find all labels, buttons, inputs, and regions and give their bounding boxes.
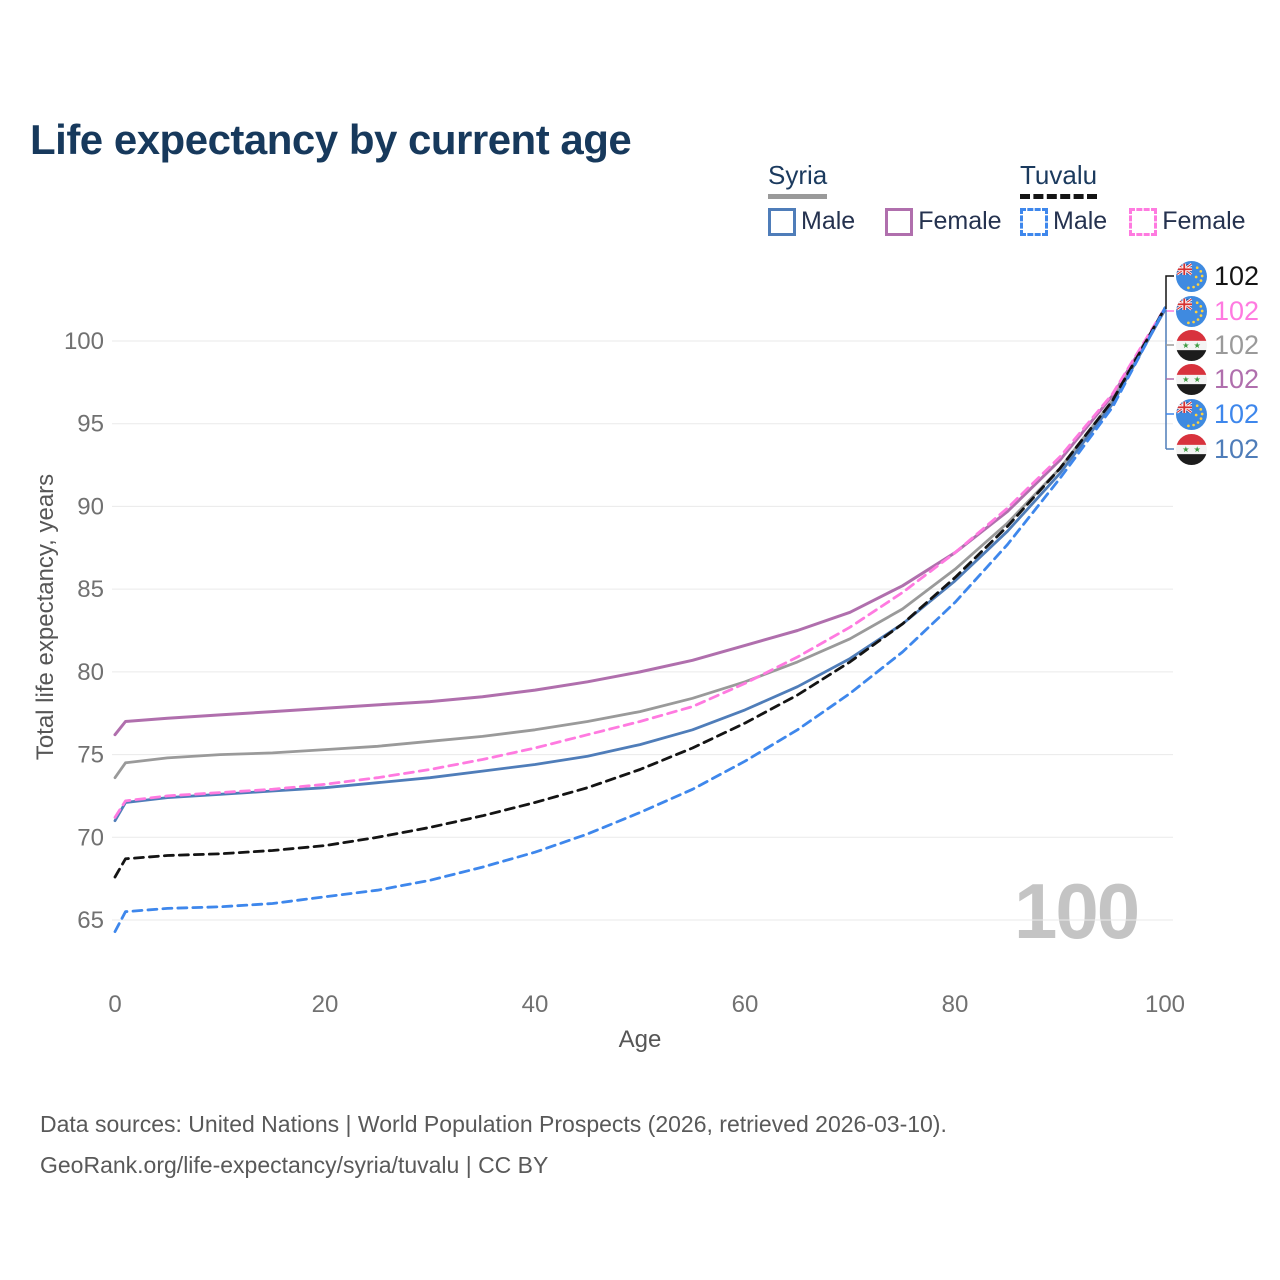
leader-line-tuvalu-total bbox=[1165, 275, 1174, 309]
x-axis-title: Age bbox=[618, 1026, 662, 1053]
legend-item-syria-male[interactable]: Male bbox=[768, 207, 855, 236]
x-tick-label: 20 bbox=[312, 991, 339, 1018]
legend-item-syria-female[interactable]: Female bbox=[885, 207, 1002, 236]
legend-tuvalu-female-label: Female bbox=[1162, 207, 1246, 235]
legend-tuvalu-male-label: Male bbox=[1053, 207, 1108, 235]
series-line-syria_female bbox=[113, 308, 1167, 737]
legend-tuvalu-title: Tuvalu bbox=[1020, 160, 1098, 199]
legend-syria-male-label: Male bbox=[801, 207, 856, 235]
end-label-value: 102 bbox=[1214, 433, 1260, 464]
tuvalu-flag-icon bbox=[1176, 296, 1207, 327]
syria-flag-icon bbox=[1176, 330, 1207, 361]
legend-tuvalu-title-text: Tuvalu bbox=[1020, 160, 1098, 190]
end-label-tuvalu_total: 102 bbox=[1176, 259, 1259, 293]
end-label-syria_male: 102 bbox=[1176, 432, 1259, 466]
end-label-value: 102 bbox=[1214, 363, 1260, 394]
tuvalu-flag-icon bbox=[1176, 261, 1207, 292]
tuvalu-dashed-line-key-icon bbox=[1020, 194, 1098, 199]
legend-syria-items: Male Female bbox=[768, 207, 1002, 236]
x-tick-label: 60 bbox=[732, 991, 759, 1018]
series-line-tuvalu_female bbox=[113, 306, 1167, 819]
syria-female-swatch bbox=[885, 207, 914, 236]
chart-title: Life expectancy by current age bbox=[30, 116, 632, 164]
legend-syria-title-text: Syria bbox=[768, 160, 828, 190]
end-label-syria_total: 102 bbox=[1176, 328, 1259, 362]
legend-group-syria: Syria Male Female bbox=[768, 160, 1002, 236]
y-tick-label: 85 bbox=[77, 576, 104, 603]
footer-attribution: GeoRank.org/life-expectancy/syria/tuvalu… bbox=[40, 1152, 549, 1178]
tuvalu-female-swatch bbox=[1129, 207, 1158, 236]
x-tick-label: 100 bbox=[1145, 991, 1185, 1018]
syria-male-swatch bbox=[768, 207, 796, 236]
x-tick-label: 80 bbox=[942, 991, 969, 1018]
end-label-value: 102 bbox=[1214, 398, 1260, 429]
end-label-value: 102 bbox=[1214, 329, 1260, 360]
y-tick-label: 75 bbox=[77, 742, 104, 769]
syria-solid-line-key-icon bbox=[768, 194, 828, 199]
y-tick-label: 65 bbox=[77, 907, 104, 934]
tuvalu-flag-icon bbox=[1176, 399, 1207, 430]
legend-tuvalu-items: Male Female bbox=[1020, 207, 1246, 236]
y-tick-label: 70 bbox=[77, 824, 104, 851]
end-label-value: 102 bbox=[1214, 260, 1260, 291]
legend-item-tuvalu-male[interactable]: Male bbox=[1020, 207, 1107, 236]
end-label-syria_female: 102 bbox=[1176, 362, 1259, 396]
end-label-value: 102 bbox=[1214, 295, 1260, 326]
tuvalu-male-swatch bbox=[1020, 207, 1048, 236]
y-tick-label: 95 bbox=[77, 411, 104, 438]
legend-item-tuvalu-female[interactable]: Female bbox=[1129, 207, 1246, 236]
legend-syria-title: Syria bbox=[768, 160, 828, 199]
y-tick-label: 90 bbox=[77, 493, 104, 520]
y-tick-label: 80 bbox=[77, 659, 104, 686]
age-watermark: 100 bbox=[1014, 867, 1140, 955]
y-tick-label: 100 bbox=[64, 328, 104, 355]
series-line-tuvalu_total bbox=[113, 306, 1167, 879]
footer: Data sources: United Nations | World Pop… bbox=[40, 1104, 947, 1186]
x-tick-label: 0 bbox=[108, 991, 121, 1018]
series-line-syria_total bbox=[113, 308, 1167, 780]
syria-flag-icon bbox=[1176, 364, 1207, 395]
syria-flag-icon bbox=[1176, 434, 1207, 465]
y-axis-title: Total life expectancy, years bbox=[32, 473, 59, 761]
series-line-tuvalu_male bbox=[113, 306, 1167, 933]
legend-syria-female-label: Female bbox=[918, 207, 1002, 235]
end-label-tuvalu_female: 102 bbox=[1176, 294, 1259, 328]
footer-datasources: Data sources: United Nations | World Pop… bbox=[40, 1111, 947, 1137]
legend-group-tuvalu: Tuvalu Male Female bbox=[1020, 160, 1246, 236]
end-label-tuvalu_male: 102 bbox=[1176, 397, 1259, 431]
series-line-syria_male bbox=[113, 308, 1167, 823]
x-tick-label: 40 bbox=[522, 991, 549, 1018]
